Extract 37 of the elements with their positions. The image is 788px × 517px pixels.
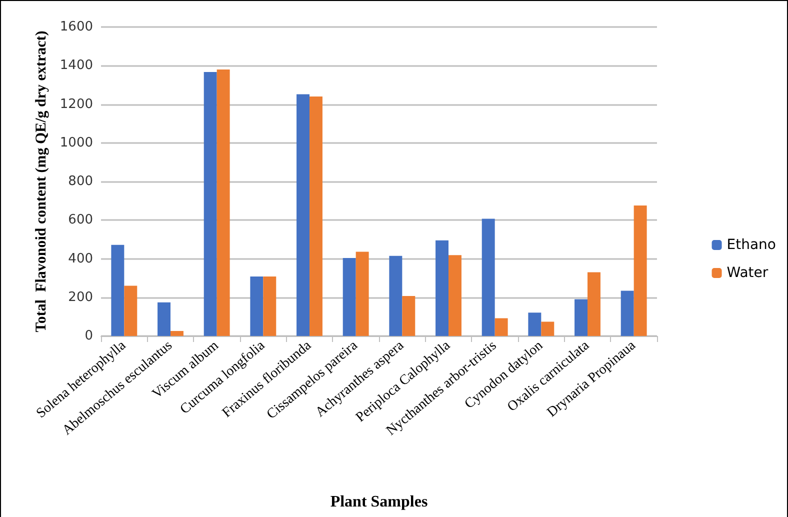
bar [402, 296, 416, 336]
y-tick-label: 1000 [60, 135, 93, 150]
bar [216, 69, 230, 336]
bar [158, 302, 170, 336]
bar [356, 252, 369, 336]
y-tick-label: 1600 [60, 20, 93, 34]
legend-label: Ethano [726, 237, 776, 253]
y-tick-label: 400 [68, 251, 93, 266]
legend-label: Water [726, 265, 768, 281]
bar [634, 205, 647, 336]
bar [620, 290, 634, 336]
bar [111, 244, 124, 336]
y-tick-label: 1200 [60, 96, 93, 112]
y-tick-label: 600 [68, 212, 93, 228]
bar [296, 94, 310, 336]
bar [482, 218, 495, 336]
bar [204, 72, 217, 336]
bar [263, 276, 276, 336]
bar [574, 299, 588, 336]
bar [436, 240, 448, 336]
x-axis-title: Plant Samples [330, 494, 428, 510]
y-tick-label: 800 [68, 174, 93, 189]
y-axis-title: Total Flavonoid content (mg QE/g dry extract) [34, 30, 50, 332]
y-tick-label: 1400 [60, 58, 93, 74]
bar [389, 256, 402, 336]
bar [342, 258, 356, 336]
bar [588, 272, 600, 336]
bar [448, 255, 462, 336]
bar [170, 330, 184, 336]
bar [124, 286, 138, 336]
bar [310, 96, 322, 336]
y-tick-label: 0 [84, 328, 93, 344]
bar [250, 276, 264, 336]
bar [541, 322, 554, 336]
bar [528, 312, 542, 336]
y-tick-label: 200 [68, 290, 93, 305]
bar [494, 318, 508, 336]
